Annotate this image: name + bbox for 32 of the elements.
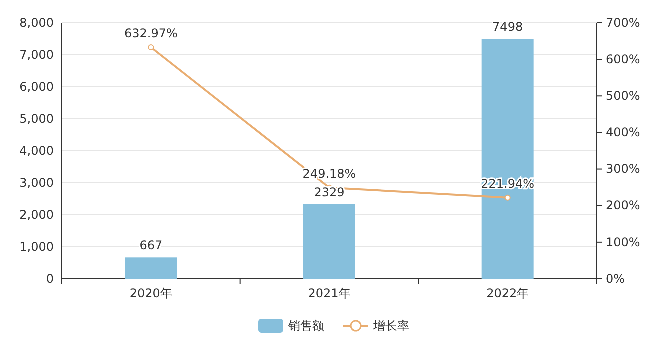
- y-tick-label: 2,000: [20, 208, 54, 222]
- data-label: 221.94%: [481, 176, 535, 191]
- y2-tick-label: 400%: [606, 126, 640, 140]
- y-tick-label: 6,000: [20, 80, 54, 94]
- x-tick-label: 2021年: [308, 286, 351, 301]
- point: [504, 194, 511, 201]
- legend-label: 增长率: [372, 319, 410, 333]
- y2-tick-label: 500%: [606, 88, 640, 103]
- y-tick-label: 1,000: [20, 240, 54, 254]
- y2-tick-label: 600%: [606, 52, 640, 66]
- x-tick-label: 2020年: [130, 286, 172, 301]
- y2-tick-label: 100%: [606, 235, 640, 250]
- point: [148, 44, 154, 51]
- data-label: 2329: [314, 185, 345, 200]
- y-tick-label: 4,000: [20, 144, 54, 158]
- bar: [304, 204, 356, 279]
- y2-tick-label: 0%: [606, 272, 626, 286]
- data-label: 632.97%: [124, 26, 178, 41]
- bar: [125, 258, 178, 279]
- x-tick-label: 2022年: [486, 286, 530, 301]
- y-tick-label: 8,000: [20, 16, 54, 30]
- data-label: 667: [140, 238, 163, 253]
- y2-tick-label: 300%: [606, 162, 640, 176]
- y-tick-label: 0: [46, 272, 54, 286]
- legend-label: 销售额: [288, 319, 324, 333]
- y-tick-label: 3,000: [20, 176, 54, 190]
- bar: [482, 39, 534, 279]
- y2-tick-label: 700%: [606, 16, 640, 30]
- y-tick-label: 5,000: [20, 112, 54, 126]
- y-tick-label: 7,000: [20, 48, 54, 62]
- data-label: 7498: [492, 20, 524, 34]
- y2-tick-label: 200%: [606, 198, 640, 213]
